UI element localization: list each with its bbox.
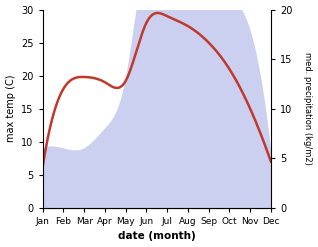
- Y-axis label: max temp (C): max temp (C): [5, 75, 16, 143]
- X-axis label: date (month): date (month): [118, 231, 196, 242]
- Y-axis label: med. precipitation (kg/m2): med. precipitation (kg/m2): [303, 52, 313, 165]
